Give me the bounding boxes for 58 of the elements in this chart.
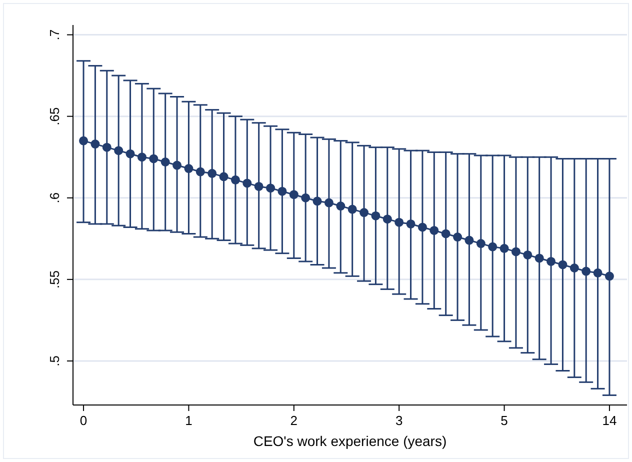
point	[570, 264, 579, 273]
point	[582, 266, 591, 276]
point	[172, 160, 182, 170]
point	[430, 226, 439, 235]
x-tick-label: 0	[80, 413, 88, 428]
point	[324, 198, 334, 208]
point	[371, 211, 380, 220]
point	[394, 218, 404, 227]
point	[114, 146, 124, 156]
y-tick-label: .6	[47, 192, 62, 204]
point	[360, 208, 369, 218]
point	[558, 260, 568, 270]
y-tick-label: .65	[47, 107, 62, 126]
point	[278, 186, 287, 196]
point	[254, 182, 264, 191]
point	[230, 175, 240, 184]
point	[604, 272, 614, 281]
point	[523, 250, 532, 260]
point	[418, 222, 427, 232]
point	[382, 214, 392, 224]
point	[534, 254, 544, 263]
x-tick-label: 1	[185, 413, 192, 428]
point	[266, 184, 276, 193]
point	[289, 190, 298, 200]
point	[453, 232, 462, 242]
x-axis-title: CEO's work experience (years)	[253, 433, 447, 449]
point	[242, 178, 252, 188]
x-tick-label: 2	[290, 413, 298, 428]
point	[348, 204, 357, 214]
point	[301, 193, 310, 202]
point	[593, 268, 602, 278]
point	[500, 244, 509, 253]
point	[488, 242, 498, 252]
point	[208, 168, 217, 178]
point	[196, 167, 205, 176]
point	[406, 219, 416, 228]
point	[336, 202, 346, 211]
point	[137, 152, 146, 162]
point	[102, 142, 112, 152]
point	[126, 149, 135, 158]
point	[511, 247, 520, 256]
y-tick-label: .7	[47, 29, 62, 40]
y-tick-label: .5	[47, 356, 62, 366]
x-tick-label: 14	[602, 413, 617, 428]
point	[79, 136, 88, 146]
x-tick-label: 5	[500, 413, 508, 428]
point	[312, 196, 322, 206]
point	[219, 172, 228, 182]
point	[464, 236, 474, 245]
x-tick-label: 3	[395, 413, 403, 428]
point	[160, 157, 170, 166]
y-tick-label: .55	[47, 270, 62, 288]
point	[184, 164, 194, 174]
point	[149, 154, 158, 164]
point	[476, 239, 486, 248]
point	[546, 256, 556, 266]
point	[90, 140, 100, 149]
point	[441, 229, 450, 238]
